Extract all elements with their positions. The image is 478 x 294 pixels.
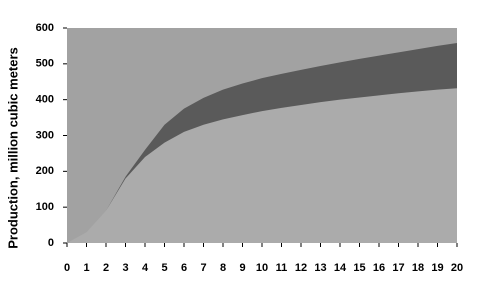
x-tick-label: 2 (103, 262, 109, 274)
x-tick-label: 15 (353, 262, 365, 274)
x-tick-label: 12 (295, 262, 307, 274)
area (67, 88, 457, 243)
x-tick-label: 13 (314, 262, 326, 274)
x-tick-label: 8 (220, 262, 226, 274)
x-tick-label: 0 (64, 262, 70, 274)
x-tick-label: 20 (451, 262, 463, 274)
x-tick-label: 3 (122, 262, 128, 274)
y-tick-label: 600 (36, 22, 54, 34)
y-tick-label: 300 (36, 129, 54, 141)
x-tick-label: 11 (276, 262, 288, 274)
area (67, 43, 457, 243)
x-tick-label: 4 (142, 262, 149, 274)
x-tick-label: 6 (181, 262, 187, 274)
x-tick-label: 10 (256, 262, 268, 274)
y-tick-label: 100 (36, 201, 54, 213)
x-tick-label: 14 (334, 262, 347, 274)
x-tick-label: 19 (431, 262, 443, 274)
y-tick-label: 200 (36, 165, 54, 177)
x-tick-label: 5 (161, 262, 167, 274)
x-tick-label: 1 (83, 262, 89, 274)
y-tick-label: 500 (36, 58, 54, 70)
x-tick-label: 7 (200, 262, 206, 274)
x-tick-label: 16 (373, 262, 385, 274)
y-axis-label: Production, million cubic meters (5, 47, 20, 249)
x-tick-label: 18 (412, 262, 424, 274)
y-tick-label: 0 (48, 237, 54, 249)
x-tick-label: 17 (392, 262, 404, 274)
x-tick-label: 9 (239, 262, 245, 274)
y-tick-label: 400 (36, 94, 54, 106)
